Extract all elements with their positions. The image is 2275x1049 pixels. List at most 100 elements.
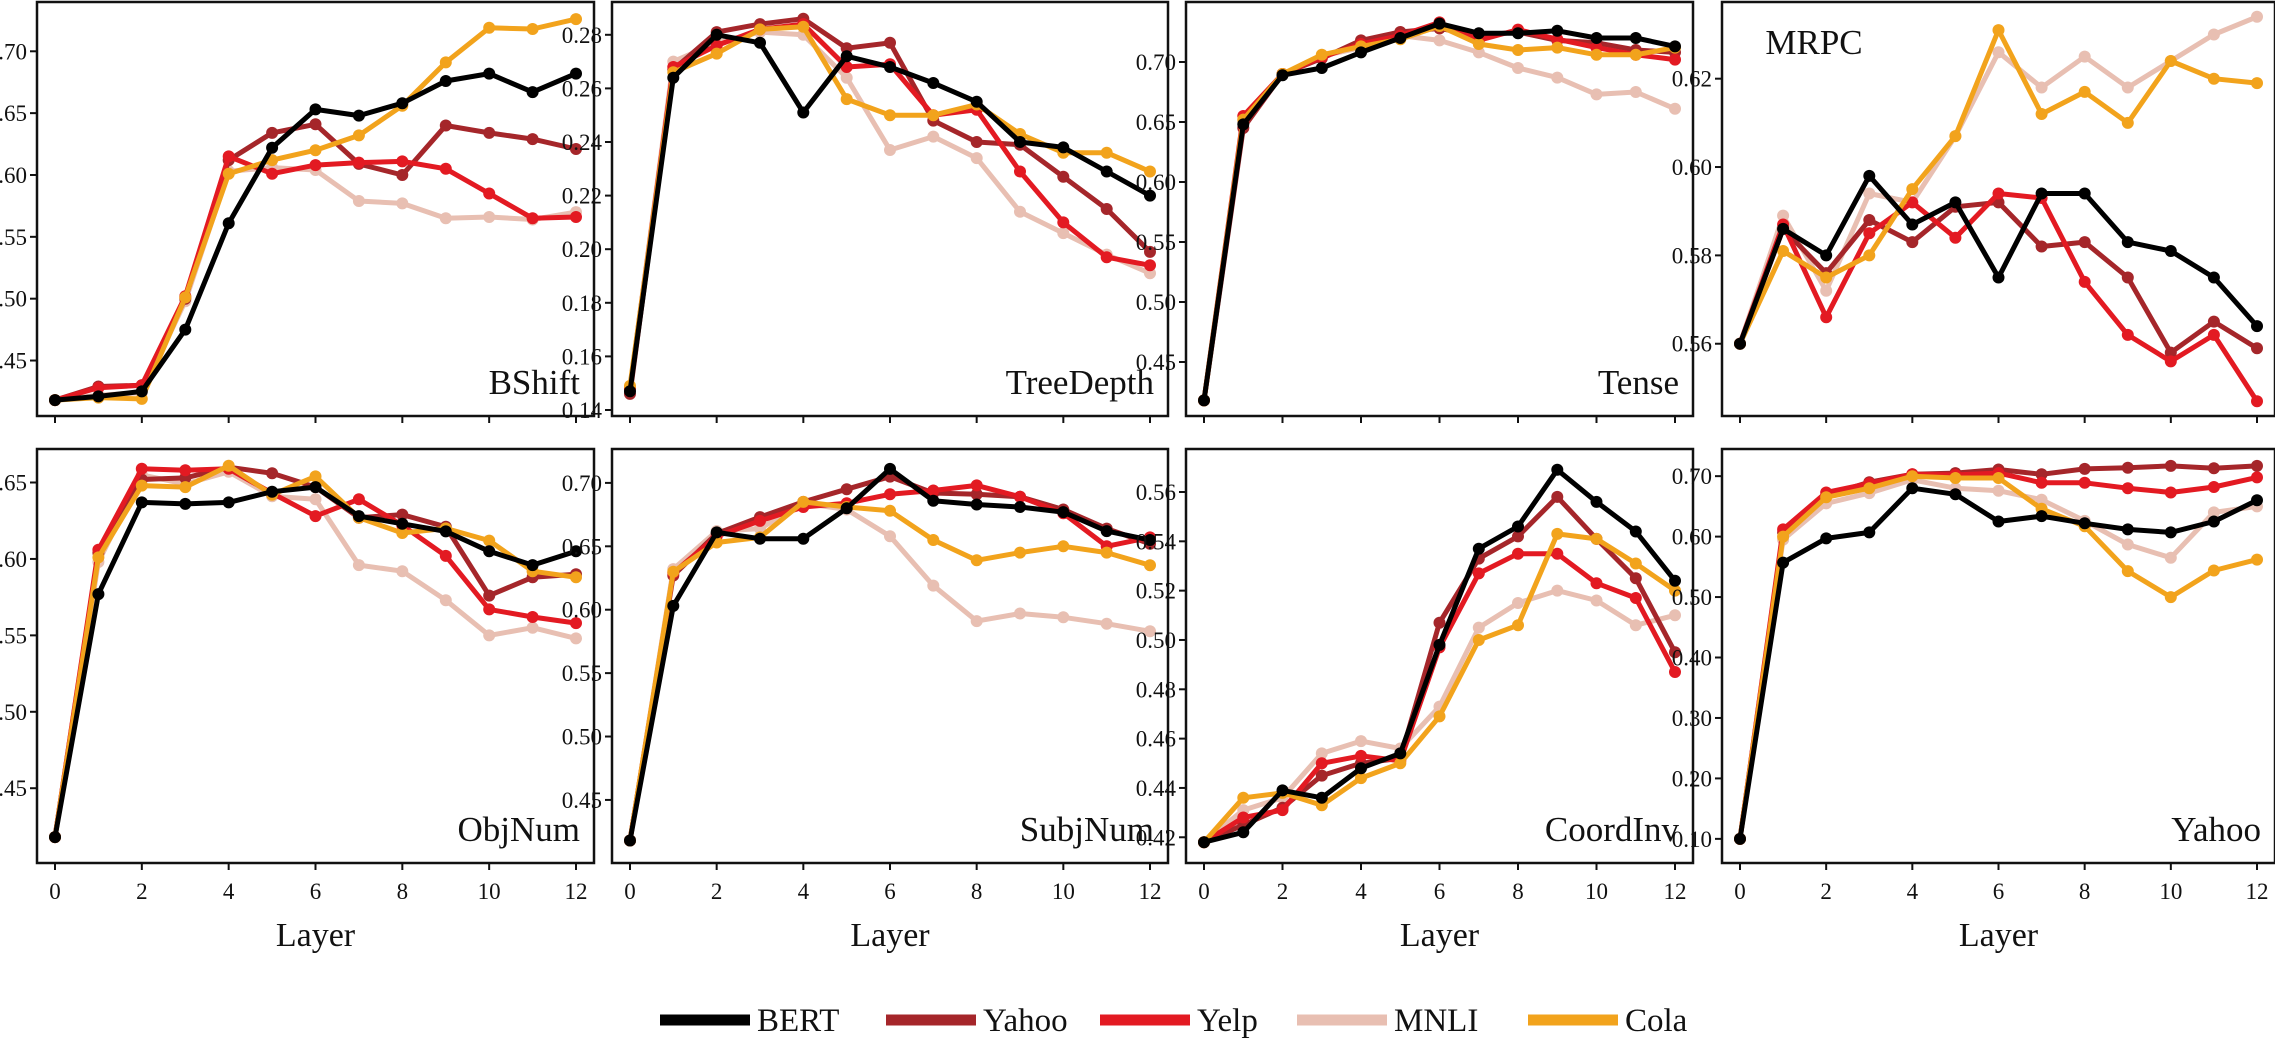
- panel-coordinv-point-yelp: [1512, 547, 1524, 560]
- panel-treedepth-point-cola: [1100, 146, 1113, 159]
- panel-objnum: 0.45 0.50 0.55 0.60 0.65 0 2 4 6 8 10 12 Layer ObjNum: [0, 447, 596, 954]
- panel-yahoo-point-yahoo: [2207, 462, 2220, 475]
- panel-treedepth-point-mnli: [927, 130, 940, 143]
- panel-bshift-ytick-label: 0.50: [0, 287, 27, 312]
- panel-coordinv: 0.42 0.44 0.46 0.48 0.50 0.52 0.54 0.56 0 2 4 6 8 10 1…: [1136, 447, 1695, 954]
- panel-mrpc-point-cola: [2078, 85, 2091, 98]
- panel-objnum-point-yahoo: [483, 589, 496, 602]
- panel-objnum-point-bert: [309, 481, 322, 494]
- panel-coordinv-point-bert: [1315, 791, 1328, 804]
- panel-yahoo-point-yelp: [2207, 481, 2220, 493]
- panel-bshift-point-bert: [439, 75, 452, 87]
- panel-yahoo-point-bert: [1777, 556, 1790, 569]
- legend-label-cola: Cola: [1625, 1003, 1688, 1039]
- panel-subjnum-point-yahoo: [970, 488, 983, 501]
- panel-treedepth-point-cola: [797, 20, 810, 33]
- panel-mrpc-series-bert: [1734, 169, 2263, 350]
- panel-yahoo-point-yahoo: [2035, 468, 2048, 481]
- panel-yahoo-point-yahoo: [2121, 461, 2134, 474]
- panel-yahoo-ytick-label: 0.10: [1672, 827, 1712, 852]
- panel-yahoo-point-bert: [2207, 515, 2220, 528]
- panel-coordinv-xtick-label: 12: [1664, 879, 1687, 904]
- panel-tense-point-bert: [1198, 394, 1210, 407]
- panel-yahoo-xtick-label: 8: [2079, 879, 2091, 904]
- panel-mrpc-ytick-label: 0.58: [1672, 243, 1712, 268]
- panel-mrpc-point-yelp: [2078, 275, 2091, 288]
- panel-treedepth-point-yahoo: [884, 36, 896, 49]
- panel-bshift-point-bert: [179, 323, 192, 336]
- panel-mrpc-point-yelp: [2207, 328, 2220, 341]
- panel-subjnum-xtick-label: 10: [1052, 879, 1075, 904]
- panel-treedepth-point-cola: [884, 109, 896, 122]
- panel-bshift-point-yelp: [222, 150, 235, 163]
- panel-treedepth-point-yahoo: [1057, 170, 1070, 183]
- panel-treedepth: 0.14 0.16 0.18 0.20 0.22 0.24 0.26 0.28 TreeDept…: [562, 0, 1170, 423]
- panel-mrpc-point-yelp: [2121, 328, 2134, 341]
- panel-tense-line-yelp: [1201, 19, 1676, 401]
- panel-bshift-point-yelp: [92, 381, 105, 394]
- panel-mrpc-point-mnli: [1992, 46, 2005, 59]
- panel-yahoo-point-cola: [2251, 553, 2263, 566]
- panel-yahoo-point-cola: [1777, 530, 1790, 543]
- panel-tense-title: Tense: [1598, 363, 1679, 402]
- panel-coordinv-point-cola: [1590, 532, 1603, 545]
- panel-coordinv-ytick-label: 0.44: [1136, 776, 1177, 801]
- panel-bshift-point-cola: [352, 129, 365, 142]
- panel-bshift: 0.45 0.50 0.55 0.60 0.65 0.70 BShift: [0, 0, 596, 423]
- legend-label-yelp: Yelp: [1197, 1003, 1258, 1039]
- panel-treedepth-ytick-label: 0.14: [562, 398, 603, 423]
- panel-coordinv-point-mnli: [1669, 609, 1681, 622]
- panel-subjnum-title: SubjNum: [1020, 810, 1154, 849]
- panel-treedepth-point-yelp: [1100, 251, 1113, 264]
- panel-mrpc-point-cola: [2207, 72, 2220, 85]
- panel-subjnum-xtick-label: 6: [884, 879, 896, 904]
- panel-mrpc-ytick-label: 0.62: [1672, 67, 1712, 92]
- panel-coordinv-point-yelp: [1472, 567, 1485, 580]
- panel-treedepth-ytick-label: 0.24: [562, 130, 603, 155]
- panel-mrpc-point-bert: [1777, 222, 1790, 235]
- panel-objnum-ytick-label: 0.45: [0, 776, 27, 801]
- panel-objnum-point-mnli: [526, 621, 539, 634]
- panel-subjnum-point-cola: [797, 495, 810, 508]
- panel-mrpc-point-mnli: [2121, 81, 2134, 94]
- panel-objnum-point-yelp: [570, 617, 582, 630]
- panel-mrpc-point-cola: [2035, 108, 2048, 120]
- panel-subjnum-point-cola: [1100, 546, 1113, 559]
- panel-mrpc-point-bert: [1906, 218, 1919, 231]
- panel-bshift-point-yahoo: [396, 169, 409, 181]
- panel-coordinv-point-yahoo: [1551, 490, 1564, 503]
- panel-coordinv-point-cola: [1512, 619, 1524, 632]
- panel-bshift-point-mnli: [483, 211, 496, 223]
- panel-coordinv-point-cola: [1669, 584, 1681, 597]
- panel-coordinv-point-mnli: [1551, 584, 1564, 597]
- panel-treedepth-series-bert: [624, 28, 1156, 398]
- panel-coordinv-point-mnli: [1512, 597, 1524, 609]
- panel-coordinv-point-yelp: [1315, 757, 1328, 770]
- panel-yahoo-point-mnli: [2207, 506, 2220, 519]
- panel-bshift-point-yelp: [483, 187, 496, 200]
- panel-yahoo-point-yelp: [2164, 486, 2177, 499]
- panel-treedepth-point-yahoo: [1100, 203, 1113, 215]
- panel-mrpc-point-bert: [1820, 249, 1833, 262]
- panel-bshift-title: BShift: [489, 363, 581, 402]
- panel-yahoo-xtick-label: 12: [2246, 879, 2269, 904]
- panel-coordinv-title: CoordInv: [1545, 810, 1680, 849]
- panel-subjnum-ytick-label: 0.45: [562, 788, 602, 813]
- panel-tense-point-bert: [1433, 17, 1446, 30]
- panel-mrpc-point-cola: [2251, 77, 2263, 90]
- panel-treedepth-point-yahoo: [1144, 245, 1156, 258]
- panel-mrpc-point-yelp: [1906, 196, 1919, 209]
- panel-yahoo-xtick-label: 0: [1734, 879, 1746, 904]
- panel-yahoo-point-bert: [1992, 515, 2005, 528]
- panel-mrpc-point-mnli: [1820, 284, 1833, 297]
- panel-subjnum-point-bert: [710, 526, 723, 539]
- panel-subjnum-series-yahoo: [624, 470, 1156, 847]
- panel-treedepth-point-bert: [1057, 141, 1070, 154]
- panel-subjnum-line-cola: [627, 499, 1151, 841]
- panel-tense-point-bert: [1629, 32, 1642, 44]
- panel-mrpc-point-bert: [2035, 187, 2048, 200]
- panel-subjnum-point-yelp: [754, 514, 766, 527]
- panel-mrpc-point-yahoo: [2035, 240, 2048, 253]
- panel-subjnum: 0.45 0.50 0.55 0.60 0.65 0.70 0 2 4 6 8 10 12 Layer Su…: [562, 447, 1170, 954]
